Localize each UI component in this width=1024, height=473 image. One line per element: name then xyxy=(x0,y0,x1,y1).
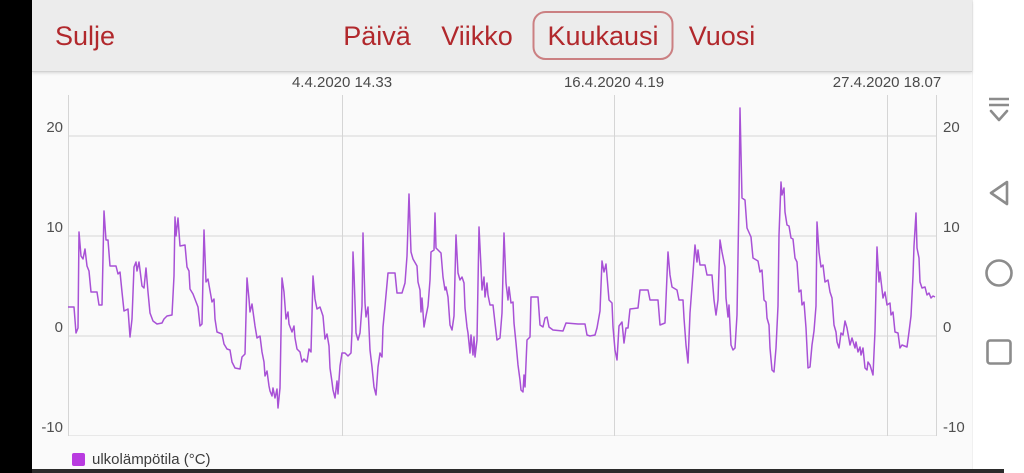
y-axis-tick-label-left: 20 xyxy=(46,119,63,136)
back-icon[interactable] xyxy=(979,173,1019,213)
home-icon[interactable] xyxy=(979,253,1019,293)
hide-navigation-icon[interactable] xyxy=(979,90,1019,130)
tab-month[interactable]: Kuukausi xyxy=(547,21,659,51)
tab-week[interactable]: Viikko xyxy=(441,21,513,51)
app-window: Sulje Päivä Viikko Kuukausi Vuosi 4.4.20… xyxy=(32,0,1004,473)
y-axis-tick-label-left: -10 xyxy=(41,419,63,436)
y-axis-tick-label-left: 10 xyxy=(46,219,63,236)
y-axis-tick-label-right: 10 xyxy=(943,219,960,236)
legend-series-label: ulkolämpötila (°C) xyxy=(92,451,211,468)
screen-bottom-edge xyxy=(32,469,1004,473)
x-axis-tick-label: 27.4.2020 18.07 xyxy=(832,74,942,91)
close-button[interactable]: Sulje xyxy=(55,21,116,51)
android-navigation-bar xyxy=(972,0,1024,473)
temperature-chart: 4.4.2020 14.33 16.4.2020 4.19 27.4.2020 … xyxy=(32,72,972,473)
x-axis-tick-label: 16.4.2020 4.19 xyxy=(563,74,665,91)
tab-day[interactable]: Päivä xyxy=(343,21,411,51)
y-axis-tick-label-left: 0 xyxy=(54,319,63,336)
y-axis-tick-label-right: 0 xyxy=(943,319,952,336)
line-chart-plot[interactable] xyxy=(68,95,937,436)
recents-icon[interactable] xyxy=(979,332,1019,372)
tab-year[interactable]: Vuosi xyxy=(688,21,756,51)
display-cutout xyxy=(0,0,32,473)
x-axis-tick-label: 4.4.2020 14.33 xyxy=(291,74,393,91)
selected-tab-outline xyxy=(532,11,674,60)
y-axis-tick-label-right: 20 xyxy=(943,119,960,136)
top-bar: Sulje Päivä Viikko Kuukausi Vuosi xyxy=(32,0,972,72)
legend-color-swatch xyxy=(72,453,85,466)
y-axis-tick-label-right: -10 xyxy=(943,419,965,436)
